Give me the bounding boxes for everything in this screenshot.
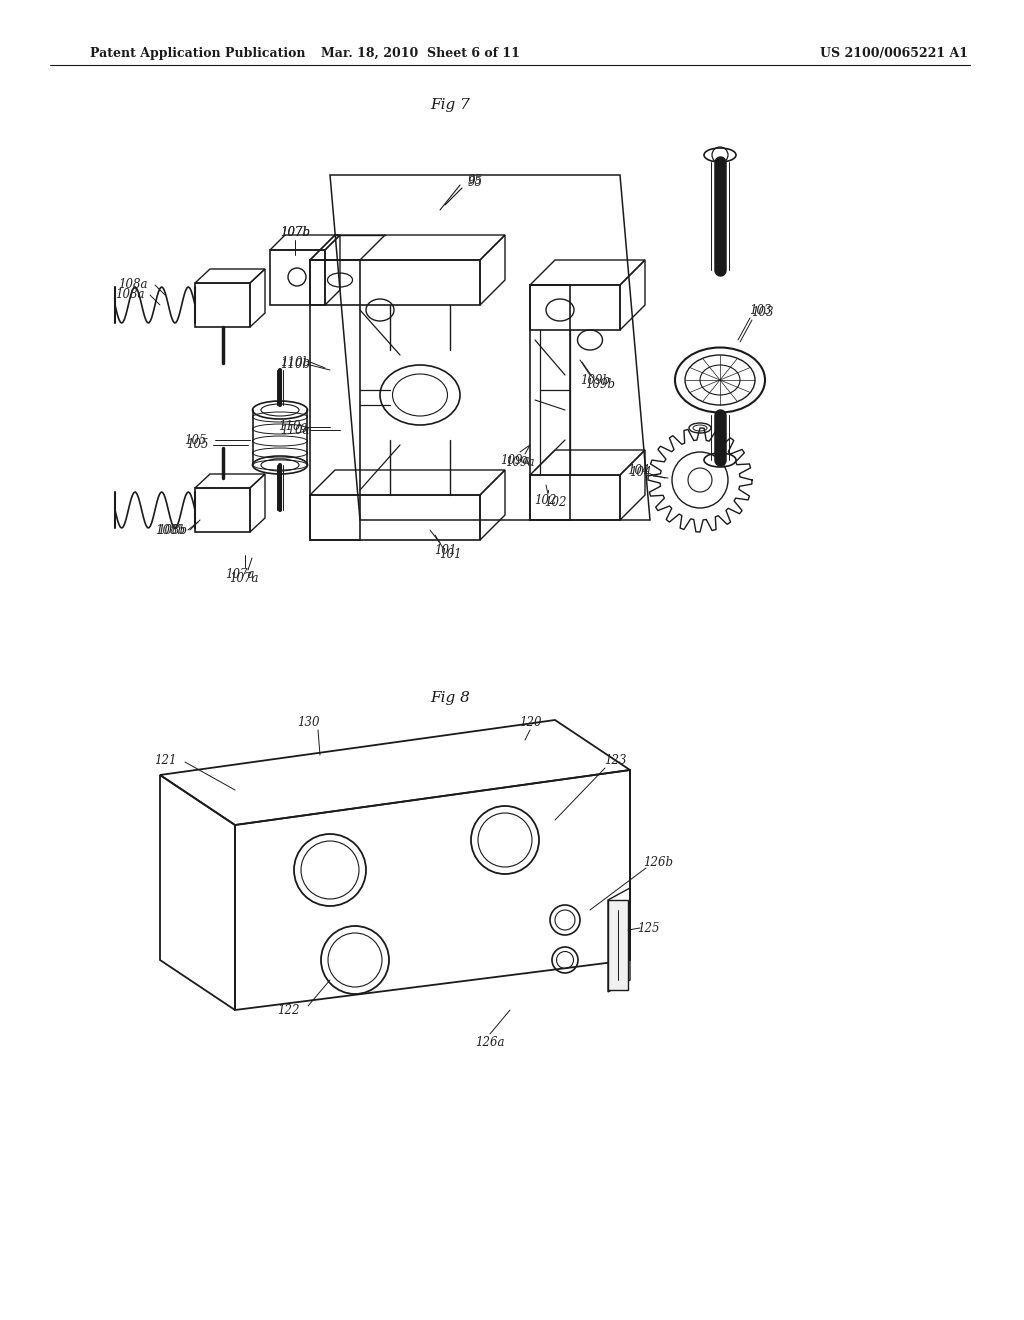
Text: 101: 101 bbox=[434, 544, 457, 557]
Text: 102: 102 bbox=[544, 495, 566, 508]
Text: 104: 104 bbox=[627, 463, 649, 477]
Text: 110a: 110a bbox=[281, 424, 309, 437]
Polygon shape bbox=[608, 900, 628, 990]
Text: 95: 95 bbox=[468, 176, 482, 189]
Text: 110b: 110b bbox=[280, 359, 310, 371]
Text: 105: 105 bbox=[185, 438, 208, 451]
Text: 120: 120 bbox=[519, 715, 542, 729]
Text: 109b: 109b bbox=[580, 374, 610, 387]
Text: Patent Application Publication: Patent Application Publication bbox=[90, 46, 305, 59]
Text: Fig 8: Fig 8 bbox=[430, 690, 470, 705]
Text: 103: 103 bbox=[749, 304, 771, 317]
Text: 110b: 110b bbox=[280, 355, 310, 368]
Text: 125: 125 bbox=[637, 921, 659, 935]
Text: 107b: 107b bbox=[280, 226, 310, 239]
Text: 109a: 109a bbox=[505, 455, 535, 469]
Text: 104: 104 bbox=[629, 466, 651, 479]
Text: US 2100/0065221 A1: US 2100/0065221 A1 bbox=[820, 46, 968, 59]
Text: 108a: 108a bbox=[118, 279, 147, 292]
Text: 110a: 110a bbox=[279, 421, 308, 433]
Text: 108b: 108b bbox=[155, 524, 185, 536]
Text: 103: 103 bbox=[751, 305, 773, 318]
Text: 122: 122 bbox=[276, 1003, 299, 1016]
Text: Fig 7: Fig 7 bbox=[430, 98, 470, 112]
Text: 108b: 108b bbox=[157, 524, 187, 536]
Text: 130: 130 bbox=[297, 715, 319, 729]
Text: 107b: 107b bbox=[280, 226, 310, 239]
Text: 126a: 126a bbox=[475, 1035, 505, 1048]
Text: 109a: 109a bbox=[501, 454, 529, 466]
Text: 102: 102 bbox=[534, 494, 556, 507]
Text: Mar. 18, 2010  Sheet 6 of 11: Mar. 18, 2010 Sheet 6 of 11 bbox=[321, 46, 519, 59]
Text: 105: 105 bbox=[183, 433, 206, 446]
Text: 101: 101 bbox=[438, 549, 461, 561]
Text: 95: 95 bbox=[468, 173, 482, 186]
Text: 107a: 107a bbox=[229, 572, 259, 585]
Text: 126b: 126b bbox=[643, 855, 673, 869]
Text: 109b: 109b bbox=[585, 379, 615, 392]
Text: 108a: 108a bbox=[116, 289, 144, 301]
Text: 107a: 107a bbox=[225, 569, 255, 582]
Text: 121: 121 bbox=[154, 754, 176, 767]
Text: 123: 123 bbox=[604, 754, 627, 767]
